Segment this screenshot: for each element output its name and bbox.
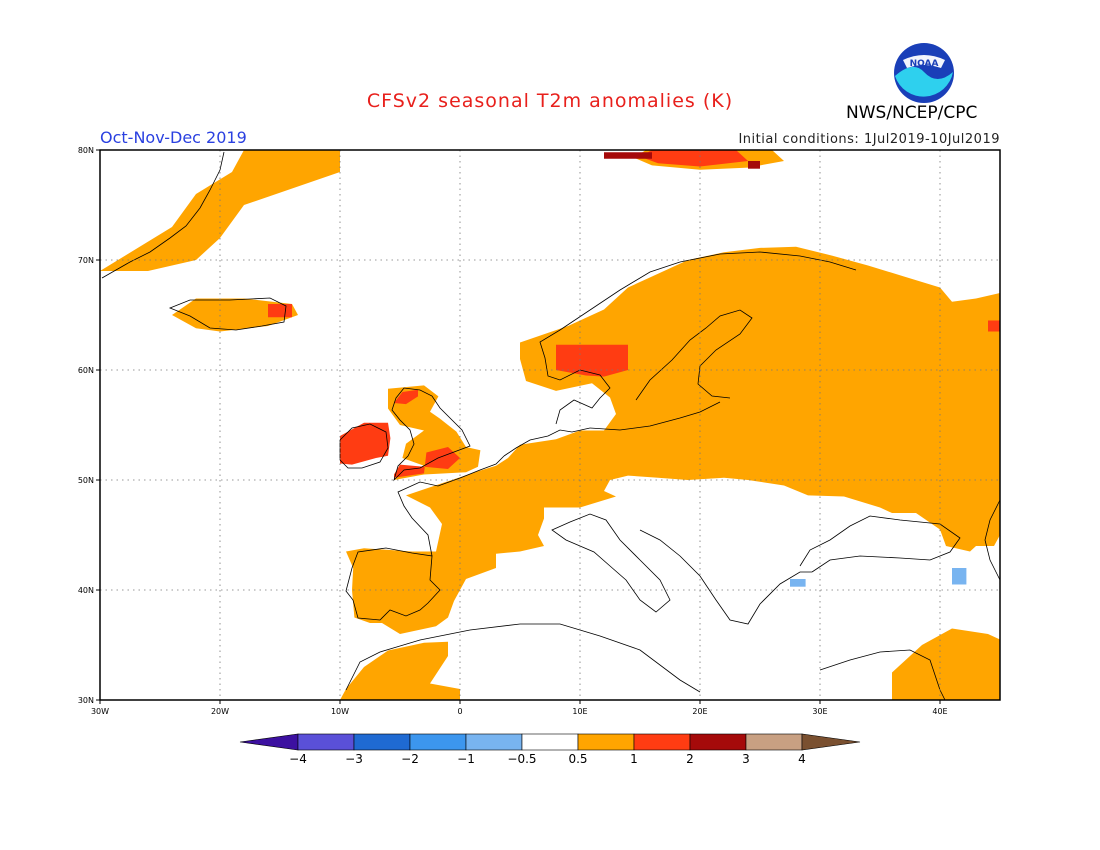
anomaly-region-russia-east-edge [988,320,1000,332]
colorbar-label: −2 [401,752,419,766]
anomaly-region-anatolia-cold-west [790,579,806,587]
coastline-italy [551,513,671,613]
x-tick-label: 20W [211,707,229,716]
coastline-iceland [168,297,287,331]
anomaly-region-scotland [394,389,418,405]
anomaly-region-wales-england [394,447,460,478]
anomaly-region-ireland [340,422,391,465]
colorbar-swatch [577,733,635,751]
forecast-period: Oct-Nov-Dec 2019 [100,128,247,147]
anomaly-region-iceland [172,298,298,332]
coastline-lowcountries-germany [503,427,591,457]
coastline-bothnia [635,309,753,401]
axis-ticks: 30W 20W 10W 0 10E 20E 30E 40E 30N 40N 50N 60N 70N 80N [78,146,948,716]
anomaly-region-south-norway [556,344,628,377]
colorbar-label: −0.5 [507,752,537,766]
coastline-britain [391,387,471,482]
coastline-france [397,455,505,557]
anomaly-region-svalbard-west [604,152,652,159]
coastline-greenland [101,151,225,279]
noaa-logo: NOAA [894,43,954,103]
colorbar-arrow-high [801,733,861,751]
coastline-black-sea [799,515,961,573]
anomaly-region-north-africa [340,641,460,700]
noaa-logo-text: NOAA [910,59,939,69]
graticule [100,150,1000,700]
anomaly-region-svalbard-core [640,150,748,167]
colorbar-swatch [689,733,747,751]
colorbar-swatch [465,733,523,751]
colorbar-label: −3 [345,752,363,766]
colorbar-swatch [297,733,355,751]
anomaly-region-iceland-east [268,304,292,318]
anomaly-region-caucasus-cold [952,568,967,585]
x-tick-label: 30W [91,707,109,716]
coastline-scandinavia [539,251,857,425]
colorbar-label: −1 [457,752,475,766]
x-tick-label: 30E [812,707,827,716]
colorbar-swatch [745,733,803,751]
colorbar-label: 0.5 [568,752,588,766]
anomaly-region-anatolia-levant [892,628,1000,700]
colorbar-label: 3 [742,752,750,766]
x-tick-label: 0 [457,707,462,716]
colorbar-swatch [521,733,579,751]
colorbar-label: 4 [798,752,806,766]
initial-conditions: Initial conditions: 1Jul2019-10Jul2019 [738,132,1000,147]
coastline-balkans-greece [639,529,812,625]
coastline-caspian [984,499,1001,581]
colorbar-arrow-low [239,733,299,751]
colorbar-swatch [409,733,467,751]
colorbar-swatch [353,733,411,751]
colorbar [239,733,861,751]
colorbar-label: 1 [630,752,638,766]
y-tick-label: 40N [78,586,94,595]
agency-label: NWS/NCEP/CPC [846,103,978,123]
coastline-baltic-south [589,401,721,431]
colorbar-swatch [633,733,691,751]
colorbar-label: 2 [686,752,694,766]
anomaly-region-svalbard-east [748,161,760,169]
y-tick-label: 50N [78,476,94,485]
coastline-ireland [339,423,389,469]
coastline-north-africa [345,623,701,693]
map-frame [99,149,1001,701]
y-tick-label: 70N [78,256,94,265]
colorbar-label: −4 [289,752,307,766]
map-title: CFSv2 seasonal T2m anomalies (K) [366,90,734,112]
y-tick-label: 30N [78,696,94,705]
coastline-iberia [345,547,441,621]
y-tick-label: 80N [78,146,94,155]
anomaly-region-europe-main [346,246,1000,635]
x-tick-label: 10W [331,707,349,716]
x-tick-label: 10E [572,707,587,716]
y-tick-label: 60N [78,366,94,375]
x-tick-label: 40E [932,707,947,716]
x-tick-label: 20E [692,707,707,716]
coastlines [101,151,1001,701]
